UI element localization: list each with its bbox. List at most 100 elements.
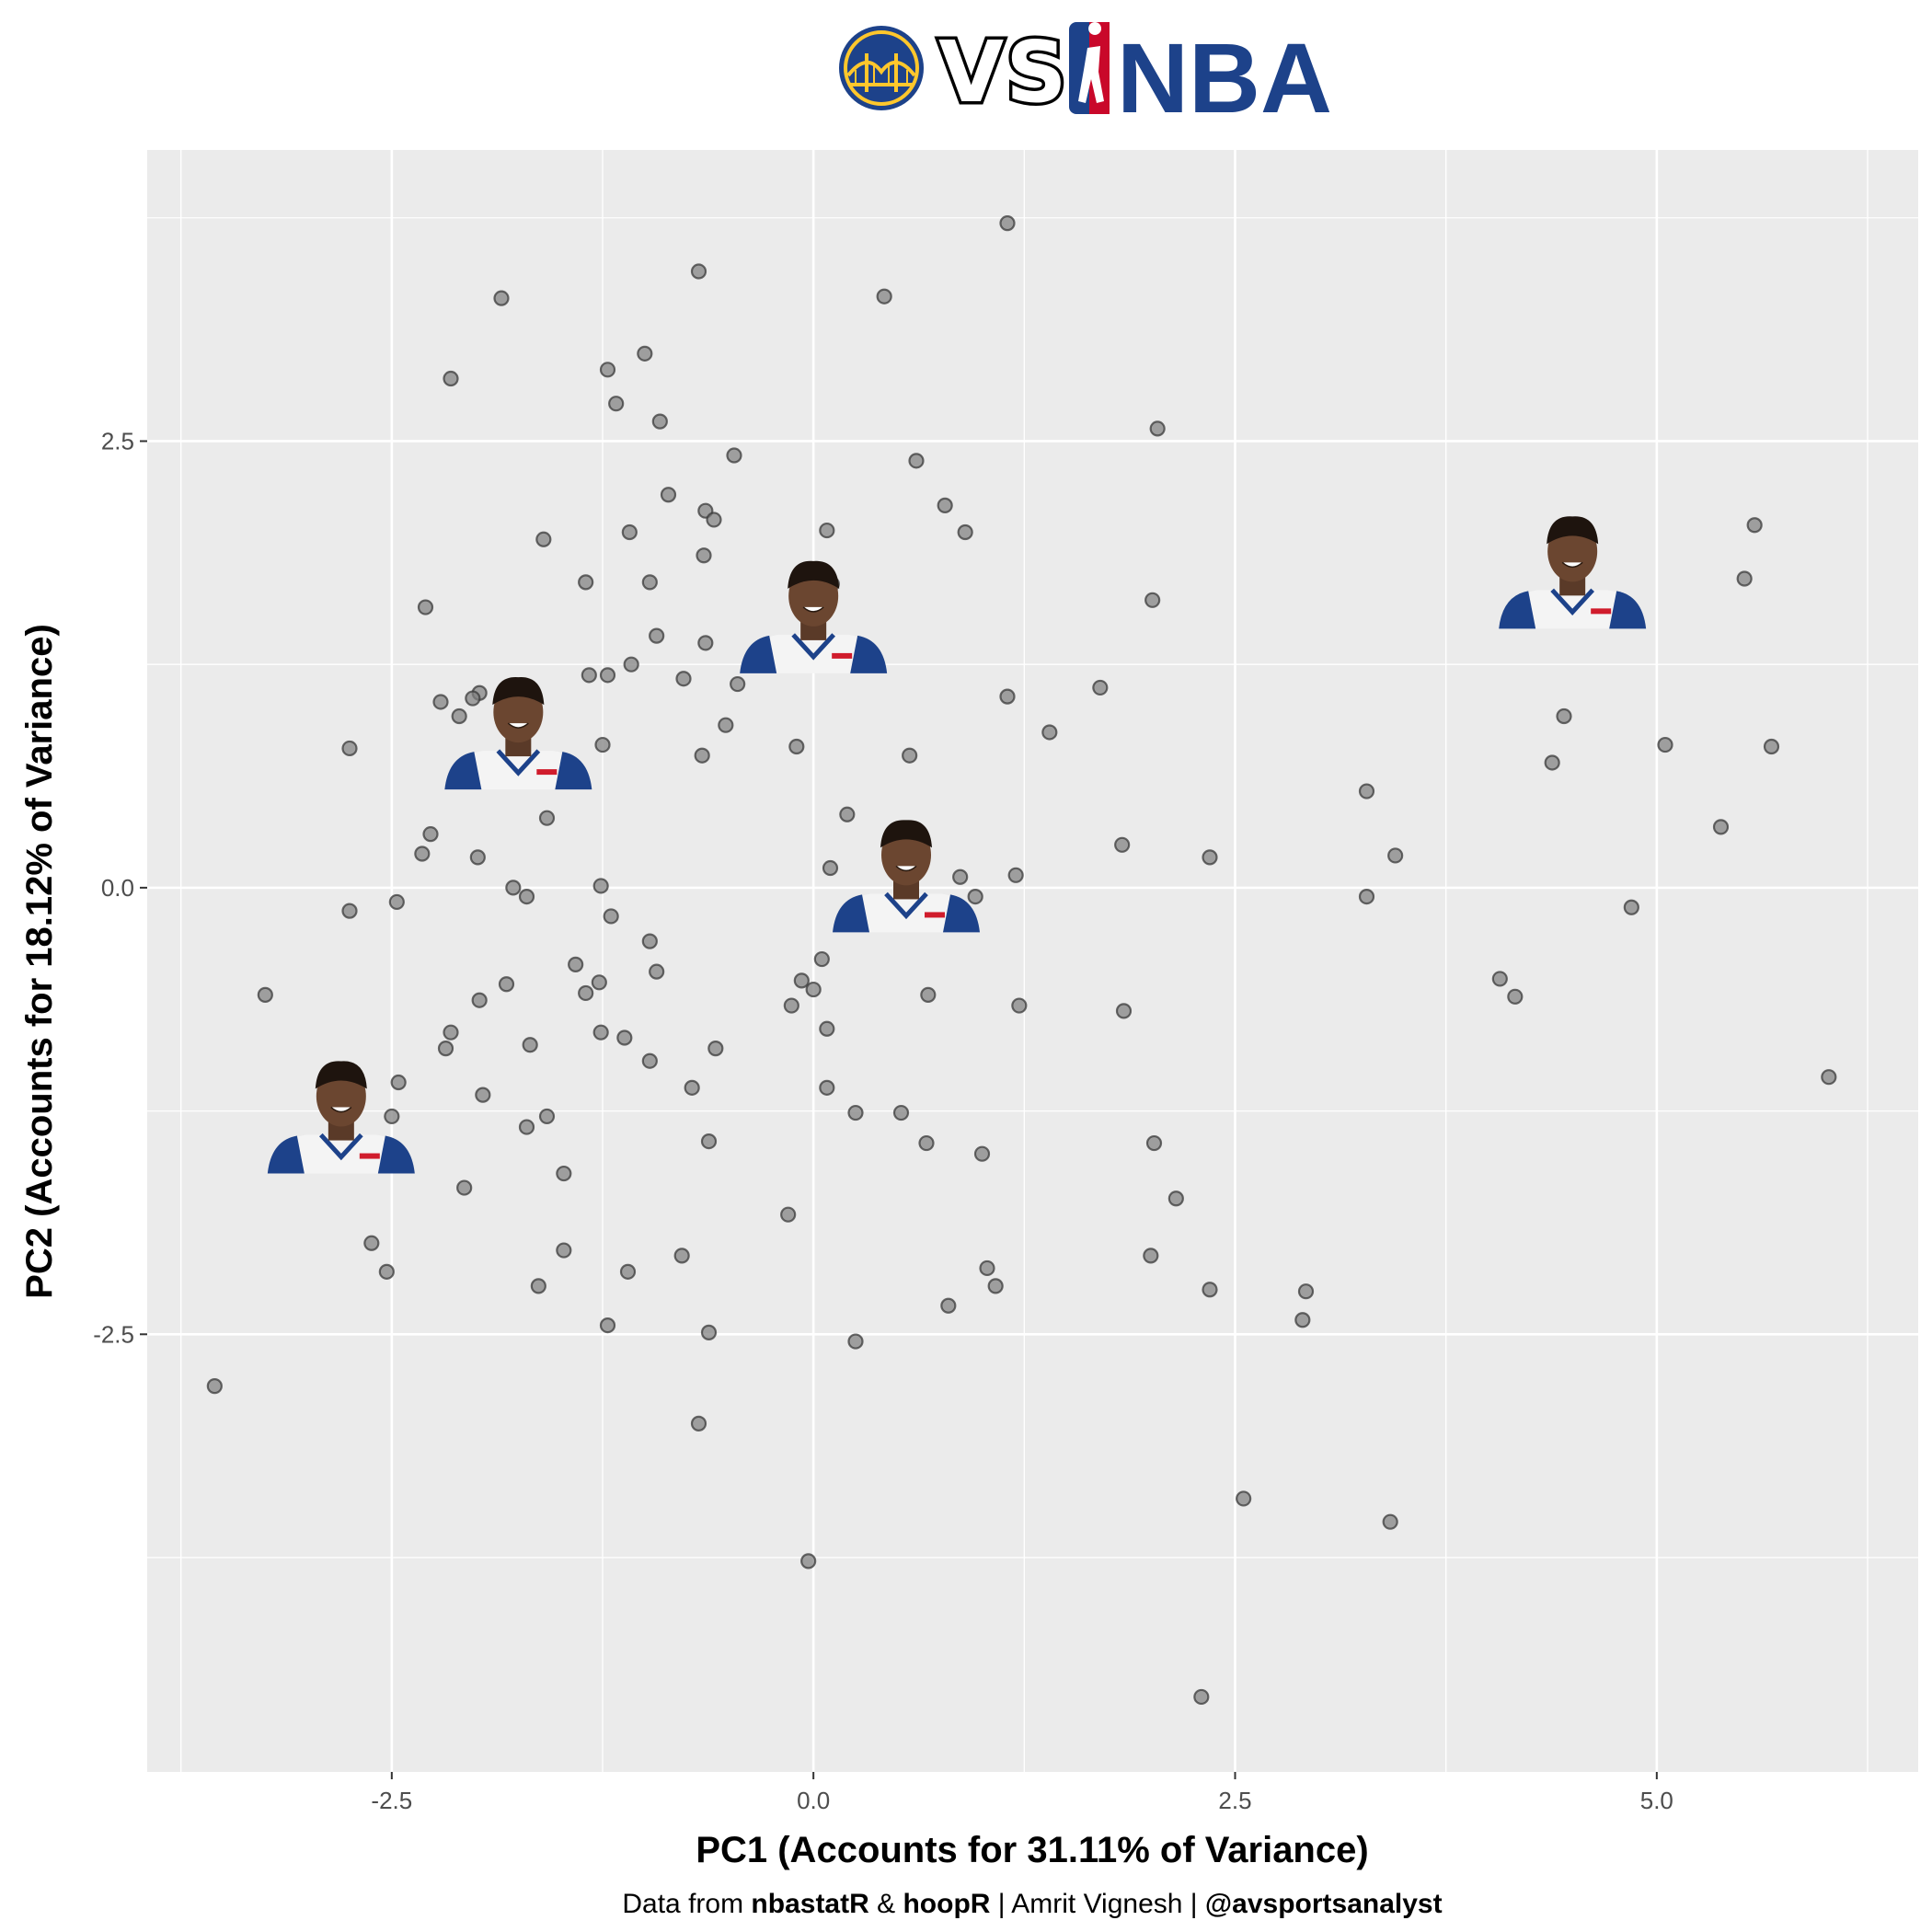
- data-point: [1712, 819, 1730, 835]
- x-tick-label: 5.0: [1640, 1787, 1673, 1814]
- data-point: [505, 880, 522, 896]
- jersey-trim-left: [444, 752, 482, 790]
- data-point: [1041, 724, 1058, 741]
- jersey-trim-left: [267, 1135, 305, 1174]
- data-point: [422, 826, 439, 843]
- data-point: [1092, 679, 1109, 696]
- data-point: [603, 908, 619, 925]
- data-point: [892, 1104, 910, 1121]
- smile-shape: [1561, 561, 1583, 569]
- data-point: [1623, 899, 1639, 915]
- caption-bold-part: @avsportsanalyst: [1205, 1889, 1443, 1919]
- data-point: [1236, 1490, 1252, 1507]
- header-logos: VS NBA: [839, 20, 1332, 133]
- hair-shape: [880, 820, 932, 848]
- jersey-trim-left: [833, 894, 869, 933]
- data-point: [621, 523, 638, 541]
- data-point: [937, 497, 953, 513]
- data-point: [1115, 1003, 1133, 1019]
- data-point: [902, 747, 918, 764]
- data-point: [64, 751, 78, 765]
- jersey-trim-right: [943, 894, 980, 933]
- data-point: [697, 635, 714, 651]
- data-point: [475, 1087, 491, 1103]
- data-point: [641, 1052, 658, 1069]
- smile-shape: [895, 865, 917, 872]
- data-point: [726, 447, 742, 464]
- data-point: [822, 859, 839, 877]
- data-point: [257, 986, 273, 1003]
- y-tick-label: 2.5: [101, 427, 134, 454]
- sponsor-patch: [832, 652, 853, 659]
- data-point: [649, 627, 665, 644]
- data-point: [730, 675, 746, 693]
- data-point: [341, 740, 358, 757]
- data-point: [1387, 847, 1404, 864]
- data-point: [538, 1108, 556, 1125]
- hair-shape: [492, 676, 545, 706]
- player-photo-1: [740, 560, 888, 673]
- data-point: [1358, 783, 1375, 799]
- player-photos: [267, 516, 1647, 1174]
- data-point: [1507, 988, 1524, 1005]
- x-tick-label: 2.5: [1218, 1787, 1251, 1814]
- data-point: [651, 413, 668, 430]
- data-point: [599, 667, 616, 684]
- jersey-trim-right: [1609, 591, 1647, 629]
- data-point: [700, 1133, 718, 1150]
- x-axis: -2.5 0.0 2.5 5.0: [371, 1772, 1673, 1814]
- data-point: [443, 370, 459, 387]
- data-point: [707, 1041, 724, 1057]
- data-point: [1746, 517, 1763, 534]
- data-point: [471, 992, 488, 1008]
- data-point: [417, 599, 434, 615]
- data-point: [1114, 836, 1131, 853]
- y-tick-label: -2.5: [93, 1320, 134, 1348]
- data-point: [538, 810, 556, 826]
- jersey-trim-left: [740, 635, 777, 673]
- data-point: [456, 1179, 473, 1196]
- player-photo-4: [267, 1061, 415, 1174]
- data-point: [800, 1553, 817, 1570]
- data-point: [599, 1317, 616, 1334]
- plot-panel: [147, 150, 1918, 1772]
- data-point: [1736, 570, 1753, 587]
- y-tick-label: 0.0: [101, 874, 134, 902]
- data-point: [592, 1024, 609, 1041]
- jersey-collar: [791, 633, 836, 661]
- data-point: [918, 1134, 935, 1152]
- data-point: [908, 453, 925, 469]
- data-point: [1202, 849, 1218, 866]
- data-point: [940, 1297, 957, 1314]
- data-point: [498, 976, 515, 993]
- caption-part: | Amrit Vignesh |: [990, 1889, 1204, 1919]
- data-point: [819, 1020, 835, 1037]
- data-point: [1657, 736, 1673, 753]
- warriors-logo: [839, 26, 924, 110]
- player-photo-5: [1499, 516, 1647, 629]
- data-point: [619, 1263, 637, 1280]
- data-point: [839, 806, 856, 822]
- data-point: [1144, 592, 1161, 608]
- data-point: [999, 688, 1016, 705]
- player-photo-3: [833, 820, 980, 933]
- warriors-logo-outer: [839, 26, 924, 110]
- data-point: [592, 878, 609, 894]
- data-point: [432, 694, 449, 710]
- smile-shape: [802, 606, 824, 613]
- data-point: [805, 981, 822, 998]
- data-point: [641, 933, 658, 949]
- jersey-collar: [496, 749, 541, 776]
- data-point: [469, 849, 486, 866]
- caption-bold-part: hoopR: [903, 1889, 990, 1919]
- data-point: [388, 893, 405, 911]
- jersey-collar: [1550, 588, 1595, 616]
- data-point: [641, 574, 658, 591]
- data-point: [363, 1235, 380, 1251]
- data-point: [673, 1248, 690, 1264]
- caption: Data from nbastatR & hoopR | Amrit Vigne…: [622, 1889, 1442, 1919]
- data-point: [518, 889, 535, 905]
- data-point: [581, 667, 597, 684]
- data-point: [623, 656, 639, 673]
